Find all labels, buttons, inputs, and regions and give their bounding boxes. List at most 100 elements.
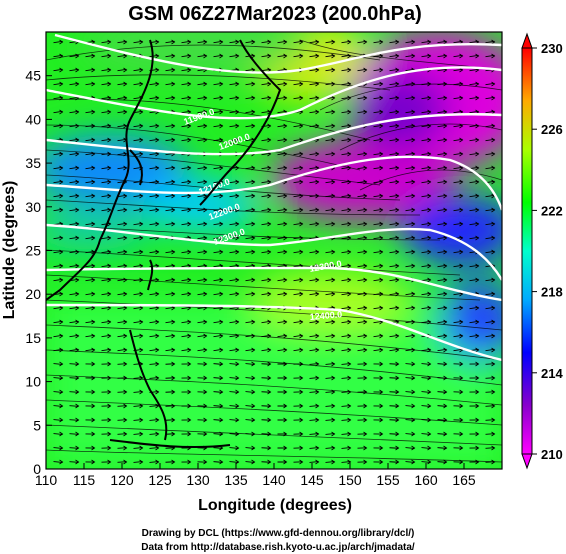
wind-arrow-head: [139, 445, 144, 451]
wind-arrow: [277, 278, 287, 282]
x-tick-label: 165: [452, 472, 476, 488]
wind-arrow: [357, 264, 367, 268]
wind-arrow-head: [203, 403, 208, 409]
wind-arrow: [405, 194, 415, 198]
wind-arrow: [357, 194, 367, 198]
wind-arrow-head: [379, 305, 384, 311]
wind-arrow: [277, 96, 287, 100]
wind-arrow: [229, 433, 239, 435]
wind-arrow-head: [235, 333, 240, 339]
wind-arrow-head: [395, 193, 400, 199]
wind-arrow: [149, 194, 159, 198]
wind-arrow-head: [75, 193, 80, 199]
wind-arrow-head: [491, 165, 496, 171]
wind-arrow: [117, 320, 127, 324]
wind-arrow-head: [267, 235, 272, 241]
wind-arrow-head: [267, 81, 272, 87]
wind-arrow-head: [171, 361, 176, 367]
wind-arrow: [229, 348, 239, 352]
wind-arrow: [341, 166, 351, 170]
wind-arrow-head: [315, 459, 320, 465]
wind-arrow-head: [427, 403, 432, 409]
wind-arrow-head: [267, 389, 272, 395]
wind-arrow-head: [75, 109, 80, 115]
wind-arrow-head: [331, 67, 336, 73]
wind-arrow-head: [187, 53, 192, 59]
wind-arrow: [69, 306, 79, 310]
wind-arrow: [309, 405, 319, 407]
wind-arrow-head: [411, 179, 416, 185]
wind-arrow-head: [59, 431, 64, 437]
wind-arrow: [389, 54, 399, 58]
wind-arrow: [229, 405, 239, 407]
wind-arrow-head: [123, 207, 128, 213]
wind-arrow-head: [123, 431, 128, 437]
wind-arrow-head: [411, 361, 416, 367]
wind-arrow: [101, 152, 111, 156]
wind-arrow: [309, 222, 319, 226]
wind-arrow-head: [427, 151, 432, 157]
wind-arrow-head: [459, 95, 464, 101]
wind-arrow: [53, 419, 63, 421]
wind-arrow-head: [363, 109, 368, 115]
wind-arrow: [245, 292, 255, 296]
wind-arrow-head: [155, 347, 160, 353]
x-tick-label: 155: [376, 472, 400, 488]
wind-arrow-head: [491, 95, 496, 101]
wind-arrow-head: [331, 291, 336, 297]
wind-arrow-head: [475, 95, 480, 101]
wind-arrow: [469, 264, 479, 268]
wind-arrow-head: [75, 151, 80, 157]
wind-arrow: [85, 180, 95, 184]
wind-arrow-head: [283, 207, 288, 213]
plot-area: 11900.0 12000.0 12100.0 12200.0 12300.0 …: [46, 32, 502, 469]
wind-arrow: [485, 40, 495, 44]
wind-arrow-head: [171, 375, 176, 381]
wind-arrow: [453, 138, 463, 142]
wind-arrow: [197, 348, 207, 352]
wind-arrow: [165, 138, 175, 142]
wind-arrow: [53, 306, 63, 310]
wind-arrow: [53, 405, 63, 407]
wind-arrow-head: [235, 417, 240, 423]
wind-arrow: [213, 320, 223, 324]
wind-arrow-head: [363, 151, 368, 157]
wind-arrow-head: [155, 123, 160, 129]
wind-arrow-head: [379, 67, 384, 73]
wind-arrow: [245, 124, 255, 128]
wind-arrow: [341, 292, 351, 296]
wind-arrow: [309, 292, 319, 296]
wind-arrow: [437, 419, 447, 421]
wind-arrow-head: [155, 151, 160, 157]
wind-arrow: [245, 377, 255, 379]
wind-arrow: [53, 348, 63, 352]
wind-arrow: [213, 306, 223, 310]
wind-arrow: [389, 166, 399, 170]
wind-arrow: [245, 166, 255, 170]
wind-arrow: [325, 180, 335, 184]
wind-arrow-head: [59, 207, 64, 213]
wind-arrow-head: [395, 263, 400, 269]
wind-arrow-head: [219, 459, 224, 465]
wind-arrow-head: [219, 361, 224, 367]
wind-arrow-head: [267, 39, 272, 45]
wind-arrow-head: [267, 165, 272, 171]
wind-arrow-head: [427, 445, 432, 451]
wind-arrow-head: [395, 347, 400, 353]
wind-arrow: [261, 348, 271, 352]
wind-arrow-head: [363, 431, 368, 437]
wind-arrow: [341, 152, 351, 156]
wind-arrow-head: [315, 291, 320, 297]
wind-arrow-head: [219, 193, 224, 199]
wind-arrow-head: [235, 445, 240, 451]
wind-arrow-head: [203, 123, 208, 129]
wind-arrow: [229, 208, 239, 212]
wind-arrow-head: [443, 277, 448, 283]
wind-arrow-head: [251, 39, 256, 45]
wind-arrow-head: [123, 249, 128, 255]
wind-arrow: [229, 110, 239, 114]
wind-arrow: [133, 320, 143, 324]
wind-arrow-head: [59, 109, 64, 115]
wind-arrow-head: [459, 179, 464, 185]
